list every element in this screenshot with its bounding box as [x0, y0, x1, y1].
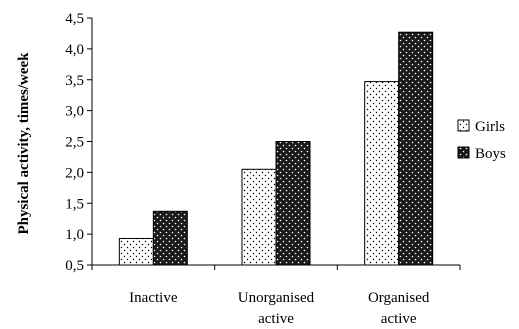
bars — [118, 31, 434, 266]
x-category-label: Unorganised active — [238, 290, 315, 327]
x-axis: Inactive Unorganised active Organised active — [91, 264, 461, 327]
y-tick-label: 0,5 — [65, 258, 84, 274]
bar-boys-1 — [275, 141, 311, 266]
y-tick-label: 2,5 — [65, 135, 84, 151]
y-axis: 0,5 1,0 1,5 2,0 2,5 3,0 3,5 4,0 4,5 — [65, 11, 93, 274]
legend-label-girls: Girls — [475, 119, 505, 135]
legend-swatch-boys — [457, 146, 470, 159]
bar-girls-0 — [118, 237, 154, 266]
y-tick-label: 2,0 — [65, 165, 84, 181]
y-axis-title: Physical activity, times/week — [16, 52, 32, 235]
bar-boys-0 — [152, 210, 188, 266]
x-category-label: Organised active — [368, 290, 430, 327]
y-tick-label: 4,5 — [65, 11, 84, 27]
x-category-label: Inactive — [129, 290, 178, 306]
legend: Girls Boys — [457, 119, 506, 162]
y-tick-label: 1,5 — [65, 196, 84, 212]
legend-swatch-girls — [457, 119, 470, 132]
y-tick-label: 1,0 — [65, 227, 84, 243]
y-tick-label: 3,0 — [65, 104, 84, 120]
bar-boys-2 — [398, 31, 434, 266]
bar-girls-2 — [364, 81, 400, 266]
legend-label-boys: Boys — [475, 146, 506, 162]
y-tick-label: 4,0 — [65, 42, 84, 58]
y-tick-label: 3,5 — [65, 73, 84, 89]
bar-girls-1 — [241, 168, 277, 266]
